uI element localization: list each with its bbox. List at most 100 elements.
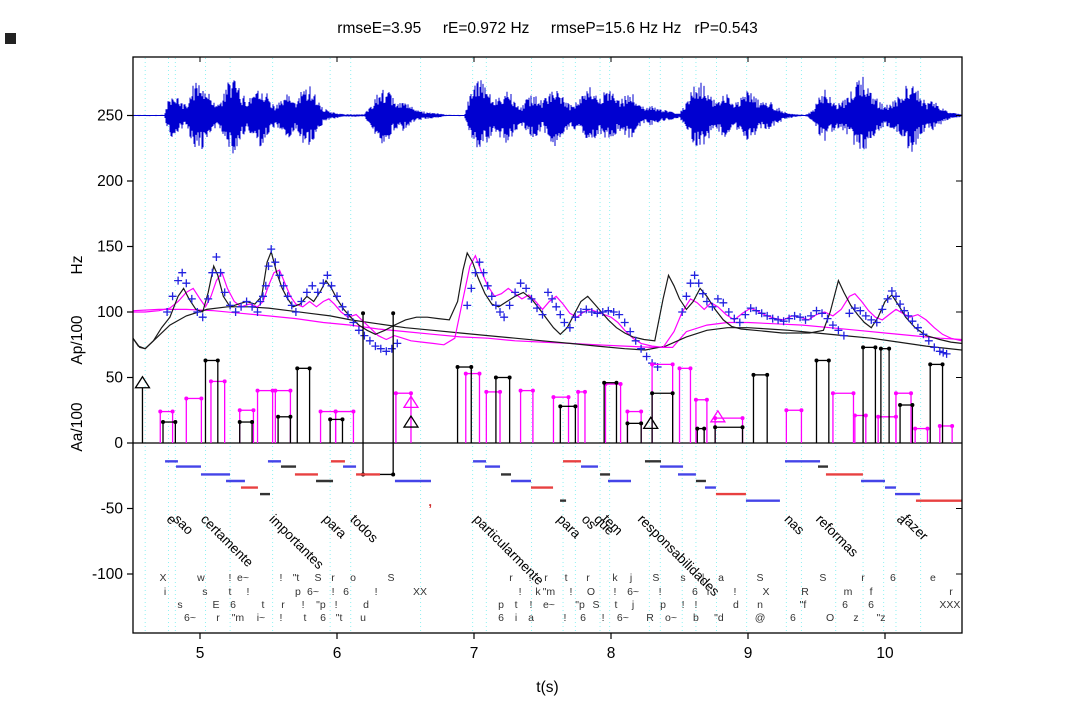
svg-text:100: 100 [97,304,123,321]
svg-text:-50: -50 [101,501,124,518]
svg-text:p: p [498,599,504,611]
svg-text:7: 7 [470,645,479,662]
svg-text:200: 200 [97,173,123,190]
svg-text:o: o [350,572,356,584]
svg-text:r: r [949,586,953,598]
svg-text:importantes: importantes [266,512,327,573]
svg-text:S: S [652,572,659,584]
svg-text:"p: "p [575,599,585,611]
svg-text:!: ! [570,586,573,598]
svg-text:"f: "f [800,599,807,611]
svg-text:@: @ [755,612,766,624]
artifacts [5,33,16,44]
svg-text:!: ! [246,586,249,598]
svg-text:!: ! [529,572,532,584]
svg-text:"p: "p [316,599,326,611]
svg-text:6: 6 [790,612,796,624]
svg-text:r: r [509,572,513,584]
svg-text:s: s [680,572,685,584]
svg-text:s: s [202,586,207,598]
svg-text:t: t [515,599,518,611]
svg-text:para: para [320,512,350,542]
svg-text:w: w [196,572,205,584]
svg-text:9: 9 [744,645,753,662]
svg-text:R: R [801,586,809,598]
svg-text:reformas: reformas [813,512,861,560]
svg-text:"m: "m [232,612,245,624]
svg-text:6: 6 [343,586,349,598]
svg-text:r: r [586,572,590,584]
svg-text:6~: 6~ [617,612,629,624]
svg-text:r: r [331,572,335,584]
svg-text:r: r [281,599,285,611]
svg-text:6~: 6~ [184,612,196,624]
svg-text:X: X [762,586,769,598]
svg-text:6: 6 [333,645,342,662]
svg-text:6: 6 [230,599,236,611]
svg-text:e~: e~ [543,599,555,611]
svg-text:XXX: XXX [939,599,960,611]
svg-text:z: z [853,612,858,624]
plot-title: rmseE=3.95 rE=0.972 Hz rmseP=15.6 Hz Hz … [337,20,758,37]
svg-text:O: O [587,586,595,598]
svg-text:!: ! [519,586,522,598]
svg-text:!: ! [280,572,283,584]
svg-text:t: t [614,599,617,611]
svg-text:p: p [660,599,666,611]
svg-text:!: ! [332,586,335,598]
axes: 5 6 7 8 9 10 -100 -50 0 50 100 150 200 250 [92,56,963,662]
svg-text:k: k [535,586,541,598]
svg-text:10: 10 [876,645,894,662]
svg-text:S: S [314,572,321,584]
svg-text:!: ! [734,586,737,598]
svg-text:!: ! [530,599,533,611]
svg-text:8: 8 [607,645,616,662]
svg-text:!: ! [659,586,662,598]
svg-text:"t: "t [293,572,300,584]
svg-text:!: ! [694,599,697,611]
svg-text:S: S [819,572,826,584]
svg-text:50: 50 [106,370,124,387]
speech-waveform [133,76,962,154]
svg-text:e~: e~ [237,572,249,584]
svg-text:S: S [757,572,764,584]
svg-text:5: 5 [196,645,205,662]
svg-text:j: j [631,599,634,611]
svg-text:S: S [593,599,600,611]
svg-text:R: R [646,612,654,624]
svg-text:E: E [213,599,220,611]
svg-text:responsabilidades: responsabilidades [635,512,723,600]
pitch-track-marks [163,245,951,371]
svg-text:e: e [930,572,936,584]
svg-text:u: u [360,612,366,624]
svg-text:n: n [757,599,763,611]
svg-text:"m: "m [543,586,556,598]
svg-text:S: S [387,572,394,584]
triangle-markers [134,375,727,443]
svg-text:d: d [733,599,739,611]
svg-text:|: | [702,572,705,584]
svg-text:250: 250 [97,108,123,125]
svg-text:0: 0 [114,435,123,452]
svg-text:k: k [612,572,618,584]
svg-text:i: i [515,612,517,624]
svg-text:6~: 6~ [307,586,319,598]
svg-text:t: t [229,586,232,598]
phrase-curves [133,306,962,351]
svg-text:"t: "t [336,612,343,624]
svg-text:certamente: certamente [198,512,256,570]
svg-text:o~: o~ [665,612,677,624]
svg-text:i: i [164,586,166,598]
svg-text:r: r [544,572,548,584]
svg-text:6: 6 [692,586,698,598]
svg-text:!: ! [302,599,305,611]
boundary-gridlines [144,58,922,632]
svg-text:!: ! [335,599,338,611]
svg-text:O: O [826,612,834,624]
svg-text:6~: 6~ [627,586,639,598]
svg-text:!: ! [682,599,685,611]
svg-text:j: j [629,572,632,584]
svg-text:,: , [428,494,432,509]
svg-text:!: ! [229,572,232,584]
